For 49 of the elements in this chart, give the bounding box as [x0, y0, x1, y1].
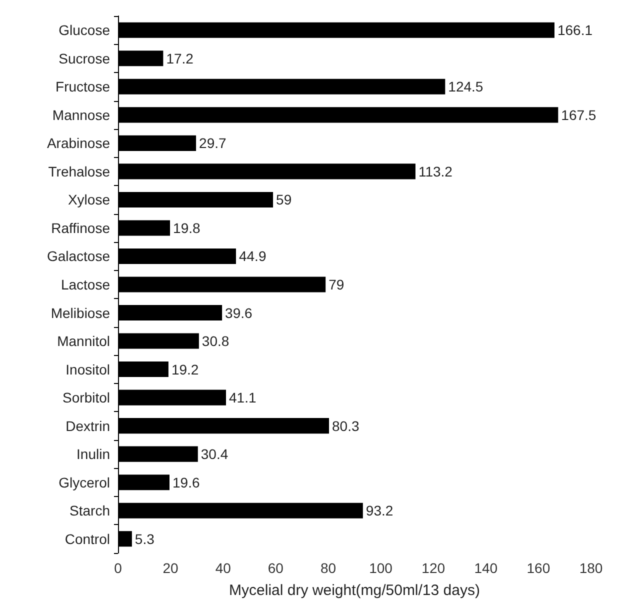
y-tick-label: Starch [70, 502, 110, 519]
y-tick-label: Sorbitol [62, 390, 110, 406]
y-tick-label: Inulin [76, 446, 110, 462]
y-tick-label: Control [64, 530, 110, 547]
y-tick-label: Glycerol [58, 474, 110, 490]
data-label: 29.7 [199, 135, 227, 152]
x-tick-label: 120 [422, 560, 446, 576]
y-tick-label: Dextrin [66, 418, 110, 434]
x-tick-label: 0 [114, 560, 122, 576]
y-tick-label: Trehalose [48, 163, 110, 180]
data-label: 93.2 [366, 502, 394, 519]
x-tick-label: 100 [369, 560, 393, 576]
data-label: 17.2 [166, 50, 194, 66]
data-label: 166.1 [557, 22, 593, 38]
y-tick-label: Raffinose [51, 220, 110, 236]
x-axis-title: Mycelial dry weight(mg/50ml/13 days) [229, 582, 480, 599]
data-label: 59 [276, 192, 292, 208]
data-label: 39.6 [225, 304, 253, 321]
x-tick-label: 60 [268, 560, 284, 576]
data-label: 113.2 [418, 163, 453, 180]
data-label: 124.5 [448, 78, 484, 95]
x-tick-label: 20 [162, 560, 179, 576]
y-tick-label: Mannose [52, 106, 110, 123]
x-tick-label: 80 [320, 560, 336, 576]
y-tick-label: Mannitol [57, 333, 110, 350]
data-label: 30.8 [202, 333, 230, 350]
data-label: 19.2 [171, 361, 199, 378]
x-tick-label: 40 [215, 560, 232, 576]
y-tick-label: Inositol [66, 361, 110, 378]
data-label: 44.9 [238, 248, 266, 264]
data-label: 80.3 [332, 418, 360, 434]
y-tick-label: Galactose [46, 248, 110, 264]
data-label: 5.3 [134, 530, 155, 547]
data-label: 30.4 [200, 446, 228, 462]
y-tick-label: Sucrose [58, 50, 110, 66]
data-label: 19.6 [172, 474, 200, 490]
y-tick-label: Lactose [60, 276, 110, 292]
y-tick-label: Fructose [56, 78, 110, 95]
x-tick-label: 140 [474, 560, 498, 576]
x-tick-label: 180 [579, 560, 603, 576]
y-tick-label: Xylose [68, 192, 110, 208]
x-tick-label: 160 [526, 560, 550, 576]
y-tick-label: Arabinose [46, 135, 110, 152]
data-label: 41.1 [229, 390, 256, 406]
data-label: 167.5 [561, 106, 596, 123]
y-tick-label: Melibiose [50, 304, 110, 321]
data-label: 79 [328, 276, 344, 292]
data-label: 19.8 [173, 220, 200, 236]
y-tick-label: Glucose [58, 22, 110, 38]
